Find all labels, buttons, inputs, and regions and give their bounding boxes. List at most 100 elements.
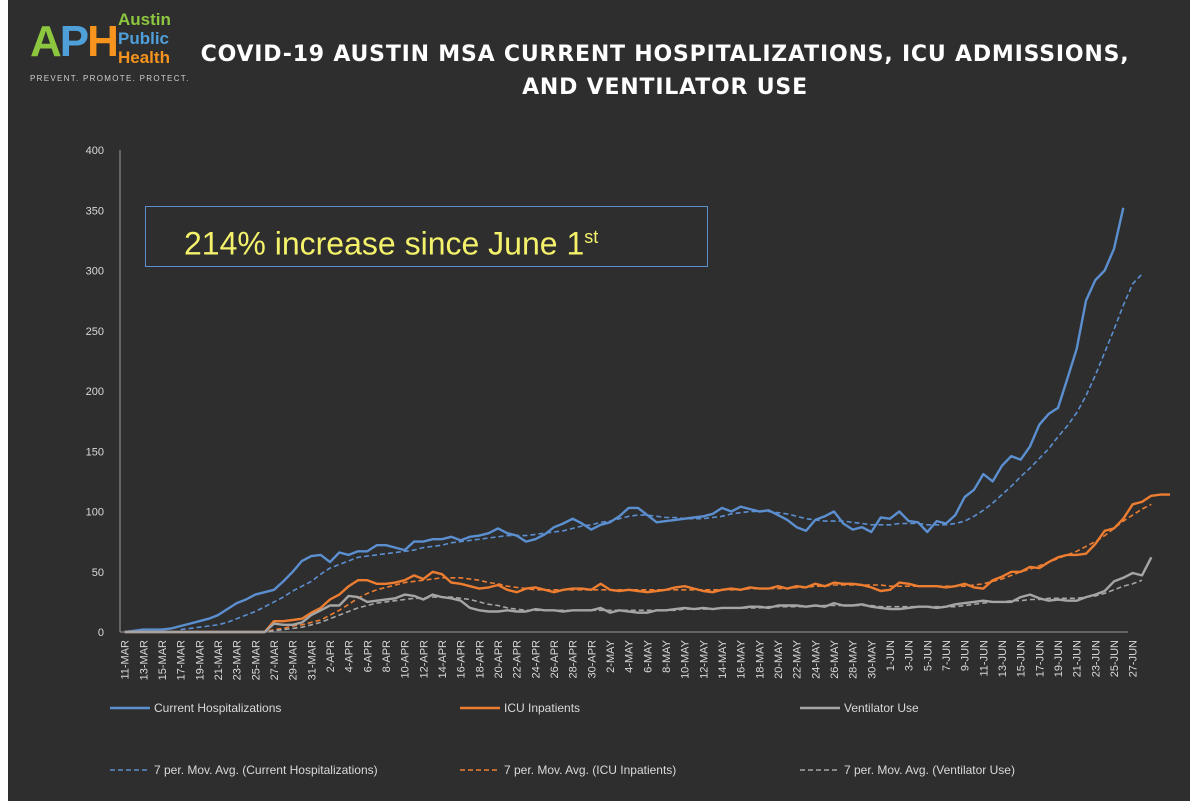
legend-item: 7 per. Mov. Avg. (ICU Inpatients) <box>460 762 676 778</box>
x-tick-label: 13-MAR <box>138 640 150 680</box>
legend-label: ICU Inpatients <box>504 701 581 715</box>
legend-swatch <box>800 706 840 710</box>
legend-swatch <box>460 706 500 710</box>
x-tick-label: 21-MAR <box>213 640 225 680</box>
x-tick-label: 2-APR <box>325 640 337 672</box>
austin-public-health-logo: APH Austin Public Health PREVENT. PROMOT… <box>30 10 190 88</box>
x-tick-label: 23-MAR <box>232 640 244 680</box>
y-axis-ticks: 0 50 100 150 200 250 300 350 400 <box>86 145 104 639</box>
x-tick-label: 25-MAR <box>250 640 262 680</box>
x-tick-label: 16-MAY <box>736 639 748 679</box>
y-tick-label: 50 <box>92 567 104 579</box>
increase-callout: 214% increase since June 1st <box>145 206 708 267</box>
x-tick-label: 7-JUN <box>941 640 953 671</box>
x-tick-label: 12-APR <box>418 640 430 679</box>
legend-item: Current Hospitalizations <box>110 700 281 716</box>
x-tick-label: 4-MAY <box>624 639 636 672</box>
x-tick-label: 25-JUN <box>1109 640 1121 677</box>
legend-item: ICU Inpatients <box>460 700 580 716</box>
x-tick-label: 11-JUN <box>978 640 990 677</box>
legend-label: 7 per. Mov. Avg. (ICU Inpatients) <box>504 763 677 777</box>
aph-logo-mark: APH <box>30 17 119 66</box>
x-tick-label: 19-JUN <box>1053 640 1065 677</box>
logo-letter-h: H <box>87 17 119 66</box>
series-line-5 <box>180 579 1143 633</box>
y-tick-label: 200 <box>86 386 104 398</box>
y-tick-label: 400 <box>86 145 104 157</box>
x-tick-label: 13-JUN <box>997 640 1009 677</box>
series-line-2 <box>124 556 1153 634</box>
logo-word-health: Health <box>118 48 170 67</box>
x-tick-label: 29-MAR <box>288 640 300 680</box>
x-tick-label: 8-APR <box>381 640 393 672</box>
x-tick-label: 4-APR <box>344 640 356 672</box>
x-tick-label: 9-JUN <box>960 640 972 671</box>
x-tick-label: 20-MAY <box>773 639 785 679</box>
legend-item: 7 per. Mov. Avg. (Current Hospitalizatio… <box>110 762 378 778</box>
x-tick-label: 17-MAR <box>176 640 188 680</box>
logo-letter-a: A <box>30 17 62 66</box>
y-tick-label: 350 <box>86 205 104 217</box>
x-tick-label: 27-JUN <box>1128 640 1140 677</box>
logo-tagline: PREVENT. PROMOTE. PROTECT. <box>30 74 190 83</box>
legend-label: 7 per. Mov. Avg. (Current Hospitalizatio… <box>154 763 378 777</box>
series-line-1 <box>124 493 1170 634</box>
chart-axes <box>119 150 1128 633</box>
x-tick-label: 12-MAY <box>698 639 710 679</box>
y-tick-label: 100 <box>86 507 104 519</box>
x-tick-label: 14-MAY <box>717 639 729 679</box>
y-tick-label: 250 <box>86 326 104 338</box>
x-tick-label: 31-MAR <box>306 640 318 680</box>
legend-item: 7 per. Mov. Avg. (Ventilator Use) <box>800 762 1015 778</box>
x-tick-label: 15-MAR <box>157 640 169 680</box>
legend-swatch <box>800 769 840 771</box>
chart-title-line-2: AND VENTILATOR USE <box>522 75 808 100</box>
x-tick-label: 16-APR <box>456 640 468 679</box>
y-tick-label: 150 <box>86 446 104 458</box>
x-tick-label: 24-MAY <box>810 639 822 679</box>
callout-text: 214% increase since June 1 <box>184 225 585 262</box>
x-tick-label: 22-APR <box>512 640 524 679</box>
chart-title: COVID-19 AUSTIN MSA CURRENT HOSPITALIZAT… <box>190 38 1140 104</box>
x-tick-label: 2-MAY <box>605 639 617 672</box>
x-tick-label: 23-JUN <box>1090 640 1102 677</box>
x-tick-label: 6-APR <box>362 640 374 672</box>
legend-swatch <box>110 706 150 710</box>
x-tick-label: 27-MAR <box>269 640 281 680</box>
logo-word-public: Public <box>118 29 170 48</box>
logo-word-austin: Austin <box>118 10 171 29</box>
x-tick-label: 17-JUN <box>1034 640 1046 677</box>
x-tick-label: 22-MAY <box>792 639 804 679</box>
x-tick-label: 18-MAY <box>754 639 766 679</box>
legend-swatch <box>460 769 500 771</box>
x-tick-label: 18-APR <box>474 640 486 679</box>
logo-wordmark: Austin Public Health <box>118 10 171 67</box>
x-tick-label: 26-MAY <box>829 639 841 679</box>
legend-item: Ventilator Use <box>800 700 919 716</box>
x-tick-label: 26-APR <box>549 640 561 679</box>
slide-background <box>8 0 1190 801</box>
x-tick-label: 10-APR <box>400 640 412 679</box>
series-lines <box>124 207 1170 634</box>
series-line-4 <box>180 503 1152 633</box>
x-axis-ticks: 11-MAR 13-MAR 15-MAR 17-MAR 19-MAR 21-MAR 23-M… <box>120 639 1140 680</box>
x-tick-label: 24-APR <box>530 640 542 679</box>
x-tick-label: 10-MAY <box>680 639 692 679</box>
legend-label: 7 per. Mov. Avg. (Ventilator Use) <box>844 763 1015 777</box>
legend-label: Ventilator Use <box>844 701 919 715</box>
x-tick-label: 20-APR <box>493 640 505 679</box>
x-tick-label: 19-MAR <box>194 640 206 680</box>
y-tick-label: 300 <box>86 266 104 278</box>
x-tick-label: 30-APR <box>586 640 598 679</box>
x-tick-label: 28-APR <box>568 640 580 679</box>
x-tick-label: 28-MAY <box>848 639 860 679</box>
x-tick-label: 11-MAR <box>120 640 132 680</box>
series-line-3 <box>180 273 1143 631</box>
legend-label: Current Hospitalizations <box>154 701 282 715</box>
y-tick-label: 0 <box>98 627 104 639</box>
x-tick-label: 8-MAY <box>661 639 673 672</box>
logo-letter-p: P <box>59 17 89 66</box>
x-tick-label: 5-JUN <box>922 640 934 671</box>
x-tick-label: 21-JUN <box>1072 640 1084 677</box>
